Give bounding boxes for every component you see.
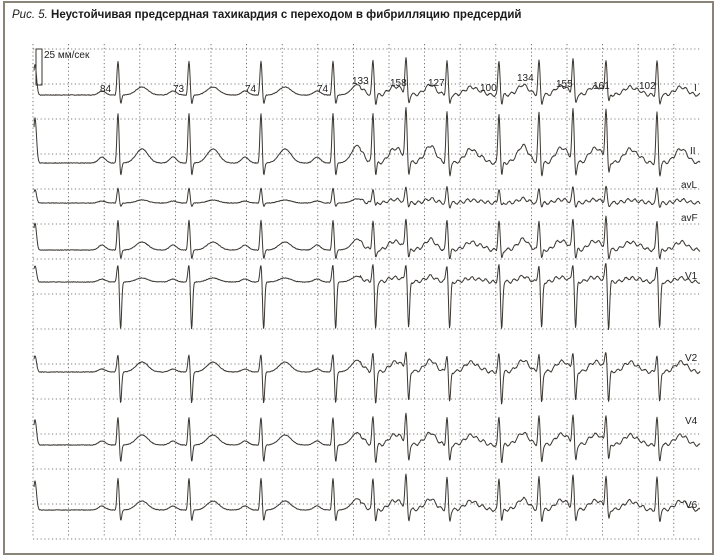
ecg-trace-lead-avf — [33, 215, 701, 260]
speed-label: 25 мм/сек — [44, 50, 90, 61]
lead-label-avl: avL — [681, 180, 698, 191]
ecg-trace-lead-v6 — [33, 473, 700, 523]
ecg-grid — [32, 44, 700, 540]
rr-interval-label: 74 — [245, 84, 257, 95]
rr-interval-label: 161 — [593, 81, 610, 92]
rr-interval-label: 158 — [390, 78, 407, 89]
lead-label-ii: II — [690, 146, 696, 157]
lead-label-i: I — [694, 83, 697, 94]
rr-interval-label: 100 — [480, 83, 497, 94]
lead-label-v2: V2 — [685, 353, 698, 364]
figure-number: Рис. 5. — [12, 9, 48, 21]
rr-interval-label: 73 — [173, 84, 185, 95]
ecg-trace-lead-i — [33, 57, 700, 105]
figure-title: Неустойчивая предсердная тахикардия с пе… — [51, 9, 522, 21]
lead-label-v6: V6 — [685, 500, 698, 511]
rr-interval-label: 84 — [100, 84, 112, 95]
lead-label-v4: V4 — [685, 416, 698, 427]
ecg-trace-lead-ii — [33, 107, 701, 177]
calibration-pulse — [35, 48, 43, 86]
figure-caption: Рис. 5. Неустойчивая предсердная тахикар… — [12, 9, 521, 21]
lead-label-avf: avF — [681, 213, 698, 224]
rr-interval-label: 134 — [517, 73, 534, 84]
rr-interval-label: 155 — [556, 79, 573, 90]
ecg-trace-lead-v4 — [33, 412, 701, 463]
ecg-trace-lead-v1 — [33, 263, 700, 330]
rr-interval-label: 133 — [352, 76, 369, 87]
lead-label-v1: V1 — [685, 271, 698, 282]
ecg-traces — [33, 57, 701, 523]
rr-interval-label: 102 — [639, 81, 656, 92]
rr-interval-label: 74 — [317, 84, 329, 95]
ecg-trace-lead-avl — [33, 185, 701, 209]
ecg-trace-lead-v2 — [33, 351, 701, 405]
rr-interval-label: 127 — [428, 78, 445, 89]
